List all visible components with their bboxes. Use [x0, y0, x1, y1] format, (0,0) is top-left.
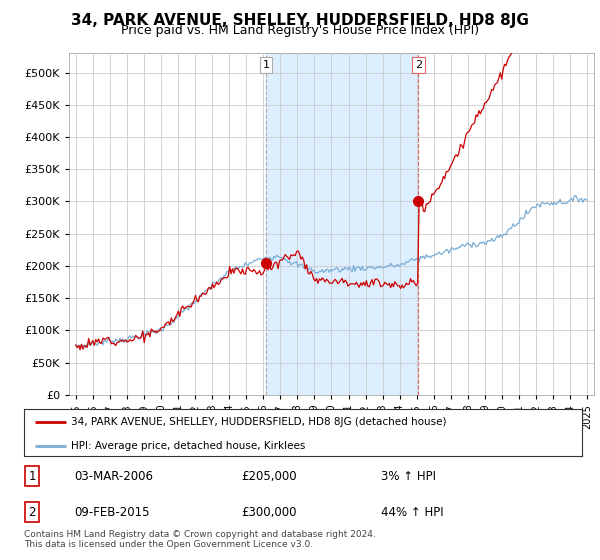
Text: 3% ↑ HPI: 3% ↑ HPI — [381, 470, 436, 483]
Text: 2: 2 — [415, 60, 422, 70]
Text: £205,000: £205,000 — [242, 470, 297, 483]
Text: 34, PARK AVENUE, SHELLEY, HUDDERSFIELD, HD8 8JG: 34, PARK AVENUE, SHELLEY, HUDDERSFIELD, … — [71, 13, 529, 28]
Text: 03-MAR-2006: 03-MAR-2006 — [74, 470, 153, 483]
Text: 2: 2 — [29, 506, 36, 519]
Text: £300,000: £300,000 — [242, 506, 297, 519]
Text: 09-FEB-2015: 09-FEB-2015 — [74, 506, 150, 519]
Text: Price paid vs. HM Land Registry's House Price Index (HPI): Price paid vs. HM Land Registry's House … — [121, 24, 479, 37]
Text: 1: 1 — [263, 60, 270, 70]
Text: 44% ↑ HPI: 44% ↑ HPI — [381, 506, 444, 519]
Text: 34, PARK AVENUE, SHELLEY, HUDDERSFIELD, HD8 8JG (detached house): 34, PARK AVENUE, SHELLEY, HUDDERSFIELD, … — [71, 417, 447, 427]
Text: HPI: Average price, detached house, Kirklees: HPI: Average price, detached house, Kirk… — [71, 441, 306, 451]
Bar — [266, 53, 418, 395]
Text: 1: 1 — [29, 470, 36, 483]
Text: Contains HM Land Registry data © Crown copyright and database right 2024.
This d: Contains HM Land Registry data © Crown c… — [24, 530, 376, 549]
